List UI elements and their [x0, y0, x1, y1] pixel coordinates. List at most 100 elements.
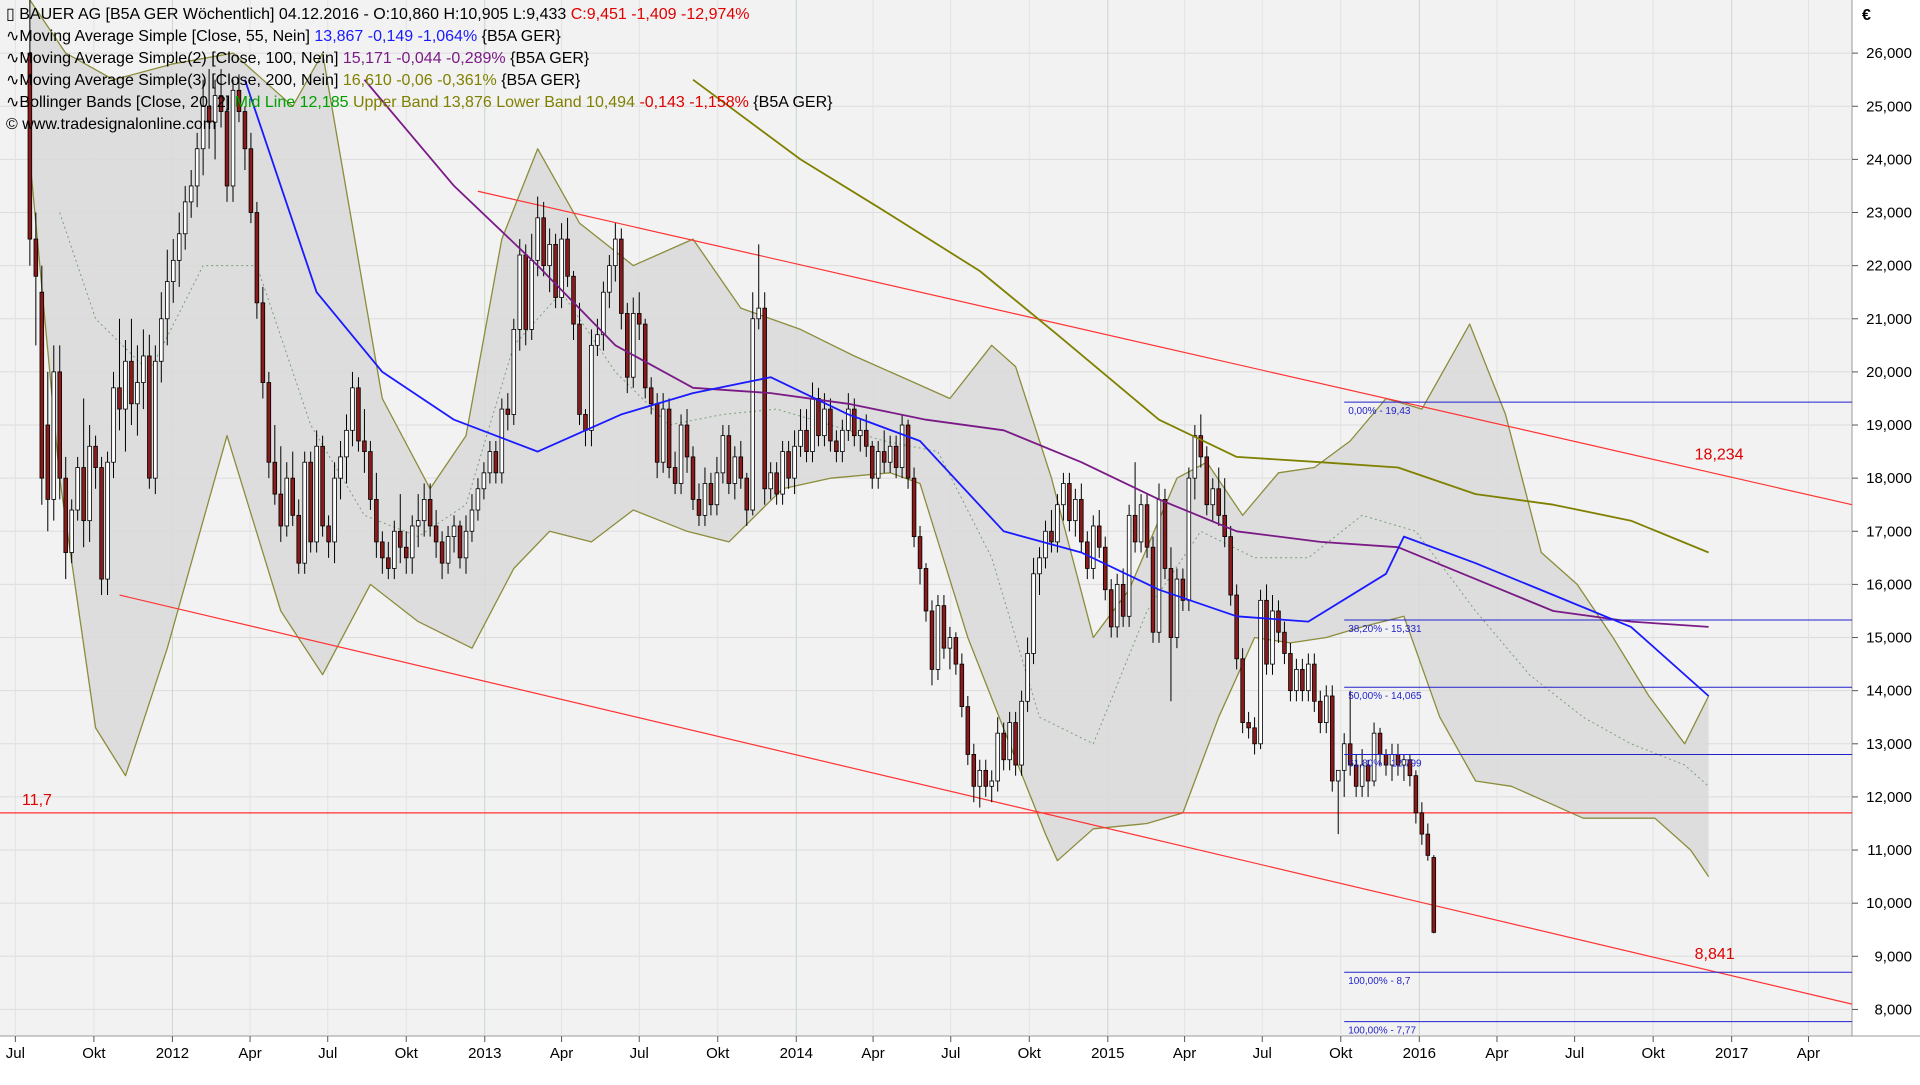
candle-body [362, 440, 367, 452]
candle-body [1156, 499, 1162, 633]
candle-body [750, 318, 756, 511]
candle-body [780, 451, 785, 495]
candle-body [278, 493, 284, 527]
candle-body [51, 371, 57, 500]
candle-body [1013, 722, 1018, 766]
header-row-title: ▯ BAUER AG [B5A GER Wöchentlich] 04.12.2… [6, 4, 832, 26]
candle-body [1174, 578, 1180, 638]
candle-body [332, 477, 337, 543]
candle-body [344, 429, 349, 458]
candle-body [648, 387, 654, 405]
candle-body [200, 105, 206, 150]
candle-body [726, 435, 732, 484]
candle-body [75, 467, 80, 511]
candle-body [427, 499, 433, 527]
candle-body [852, 408, 857, 437]
fib-level-label: 100,00% - 8,7 [1348, 976, 1411, 987]
candle-body [1168, 568, 1174, 638]
candle-body [1079, 499, 1084, 543]
candle-body [493, 451, 499, 474]
candle-body [1288, 653, 1293, 692]
x-tick-label: Okt [1018, 1045, 1042, 1062]
candle-body [828, 408, 833, 442]
wave-icon: ∿ [6, 28, 20, 45]
candle-body [308, 461, 313, 543]
x-tick-label: Jul [941, 1045, 960, 1062]
candle-body [1019, 700, 1024, 766]
candle-body [1043, 530, 1048, 559]
candle-body [194, 148, 200, 187]
candle-body [1294, 669, 1299, 692]
candle-body [601, 291, 606, 336]
candle-body [1007, 722, 1012, 761]
y-tick-label: 18,000 [1866, 470, 1912, 487]
candle-body [338, 456, 343, 479]
candle-body [822, 408, 827, 437]
candle-body [1132, 514, 1138, 543]
ohlc-values: 04.12.2016 - O:10,860 H:10,905 L:9,433 [278, 6, 567, 23]
candle-body [1282, 631, 1287, 654]
candle-body [636, 313, 642, 325]
candle-body [702, 483, 708, 516]
fib-level-label: 0,00% - 19,43 [1348, 406, 1411, 417]
candle-body [1306, 663, 1311, 692]
candle-body [1144, 504, 1150, 548]
candle-body [864, 429, 869, 447]
candle-body [887, 445, 893, 463]
candle-body [1001, 732, 1006, 761]
candle-body [206, 105, 212, 123]
axis-layer: 8,000 9,000 10,000 11,000 12,000 13,000 14,000… [6, 45, 1912, 1062]
candle-body [953, 637, 959, 665]
candle-body [589, 344, 594, 431]
fib-level-label: 61,80% - 12,799 [1348, 758, 1422, 769]
candle-body [141, 355, 146, 383]
candle-body [1359, 764, 1365, 787]
candle-body [732, 456, 738, 484]
candle-body [1353, 764, 1359, 787]
candle-body [398, 530, 403, 548]
chart-header: ▯ BAUER AG [B5A GER Wöchentlich] 04.12.2… [6, 4, 832, 136]
candle-body [977, 769, 983, 787]
candle-body [720, 435, 726, 474]
candle-body [356, 387, 361, 442]
header-row-ma2: ∿Moving Average Simple(2) [Close, 100, N… [6, 48, 832, 70]
candle-body [905, 424, 911, 479]
candle-body [1264, 599, 1269, 665]
candle-body [774, 472, 779, 495]
candle-body [1324, 695, 1329, 723]
candle-body [1258, 599, 1263, 745]
y-tick-label: 11,000 [1867, 842, 1912, 859]
candle-body [768, 472, 773, 490]
trend-line [119, 594, 1853, 1005]
price-change: C:9,451 -1,409 -12,974% [570, 6, 750, 23]
x-tick-label: Apr [1797, 1045, 1820, 1062]
candle-body [625, 313, 630, 378]
candle-body [744, 477, 750, 511]
candle-body [1312, 663, 1317, 702]
candle-body [1407, 759, 1413, 777]
candle-body [105, 461, 110, 580]
candle-body [553, 243, 558, 298]
candle-body [1413, 775, 1419, 814]
candle-body [236, 89, 242, 112]
bb-tag: {B5A GER} [753, 94, 833, 111]
candle-body [1096, 525, 1102, 548]
y-tick-label: 25,000 [1866, 98, 1912, 115]
y-tick-label: 24,000 [1866, 151, 1912, 168]
x-tick-label: Apr [1485, 1045, 1508, 1062]
candle-body [111, 387, 116, 463]
ma3-label: Moving Average Simple(3) [Close, 200, Ne… [19, 72, 339, 89]
candle-body [1180, 578, 1186, 601]
candle-body [1341, 743, 1347, 771]
candle-body [1049, 530, 1054, 543]
candle-body [1318, 700, 1323, 723]
bollinger-lower-line [29, 159, 1710, 877]
candle-body [314, 445, 319, 543]
bb-mid: Mid Line 12,185 [234, 94, 349, 111]
candle-body [1138, 504, 1144, 543]
candle-body [254, 212, 260, 304]
candle-body [1114, 584, 1120, 628]
candle-body [1365, 764, 1371, 782]
bollinger-band-fill [29, 0, 1709, 877]
header-row-ma3: ∿Moving Average Simple(3) [Close, 200, N… [6, 70, 832, 92]
